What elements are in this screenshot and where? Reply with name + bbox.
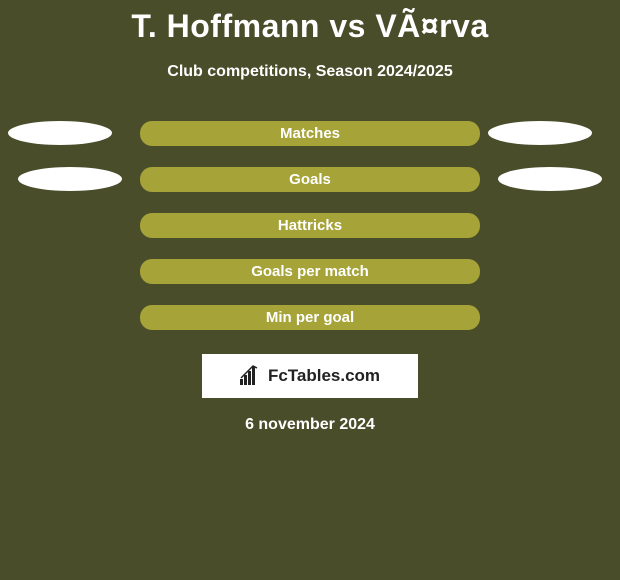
stat-label: Min per goal: [266, 309, 354, 326]
stat-row-goals: Goals: [0, 167, 620, 192]
comparison-card: T. Hoffmann vs VÃ¤rva Club competitions,…: [0, 0, 620, 580]
stat-row-min-per-goal: Min per goal: [0, 305, 620, 330]
generated-date: 6 november 2024: [245, 416, 375, 434]
brand-logo-text: FcTables.com: [268, 366, 380, 386]
bars-chart-icon: [240, 365, 262, 387]
stat-row-hattricks: Hattricks: [0, 213, 620, 238]
stat-row-goals-per-match: Goals per match: [0, 259, 620, 284]
left-value-bubble: [18, 167, 122, 191]
stat-label: Goals per match: [251, 263, 369, 280]
right-value-bubble: [498, 167, 602, 191]
stat-label: Matches: [280, 125, 340, 142]
stat-row-matches: Matches: [0, 121, 620, 146]
right-value-bubble: [488, 121, 592, 145]
stat-bar: Goals per match: [140, 259, 480, 284]
page-title: T. Hoffmann vs VÃ¤rva: [131, 8, 488, 45]
stat-bar: Matches: [140, 121, 480, 146]
stat-label: Goals: [289, 171, 331, 188]
brand-logo[interactable]: FcTables.com: [202, 354, 418, 398]
stat-label: Hattricks: [278, 217, 342, 234]
left-value-bubble: [8, 121, 112, 145]
subtitle: Club competitions, Season 2024/2025: [167, 63, 452, 81]
stat-bar: Hattricks: [140, 213, 480, 238]
stats-list: Matches Goals Hattricks Goals per match …: [0, 121, 620, 330]
stat-bar: Goals: [140, 167, 480, 192]
stat-bar: Min per goal: [140, 305, 480, 330]
